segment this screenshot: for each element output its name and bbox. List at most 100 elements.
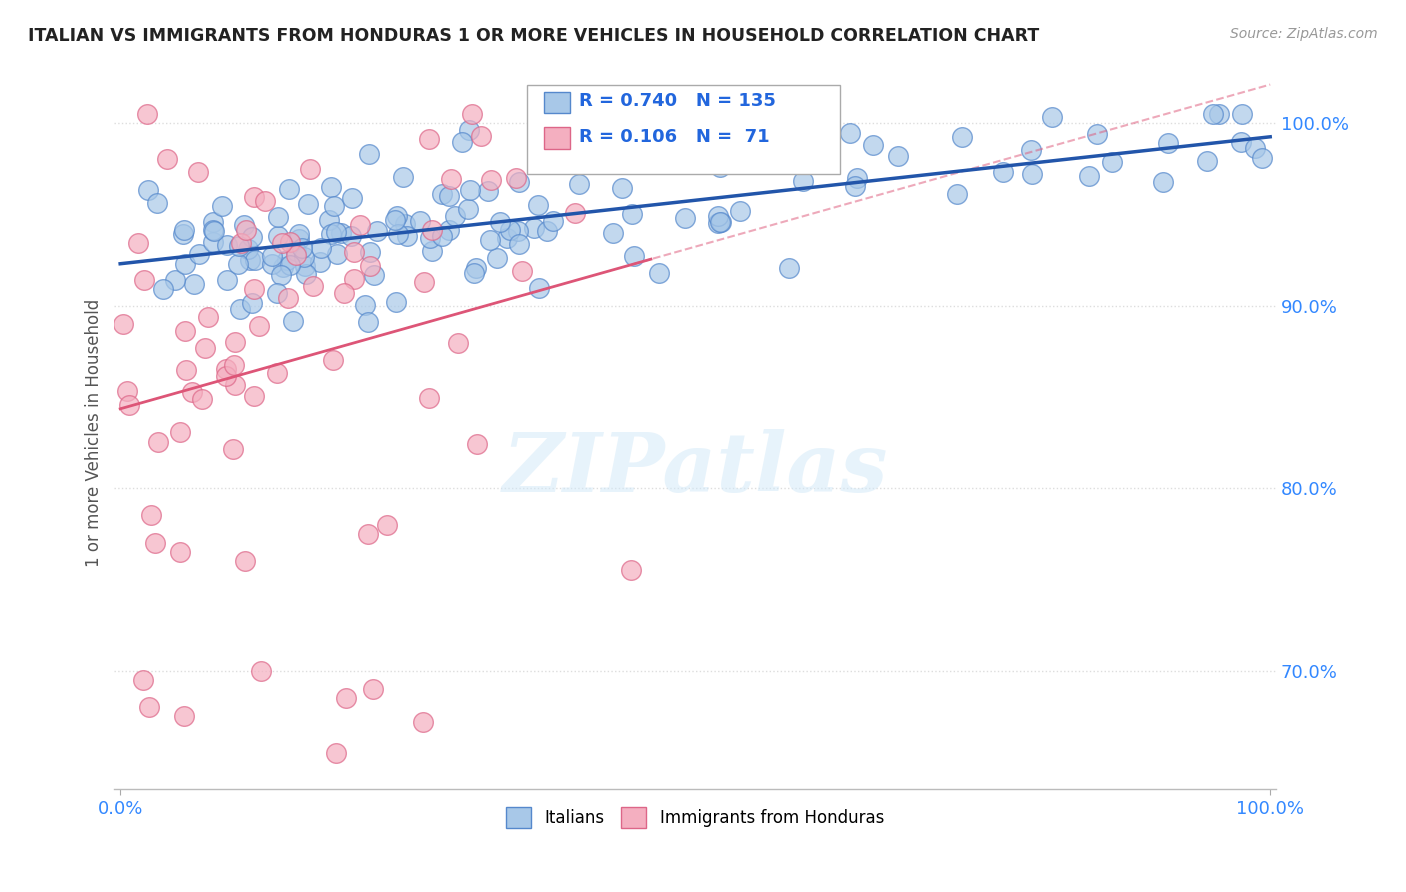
Point — [1077, 169, 1099, 183]
Point — [146, 195, 169, 210]
Point — [277, 291, 299, 305]
Point — [226, 257, 249, 271]
Point — [243, 389, 266, 403]
Point — [412, 714, 434, 729]
Point — [276, 252, 298, 267]
Point — [602, 226, 624, 240]
Point — [1197, 154, 1219, 169]
Point — [447, 335, 470, 350]
Point — [340, 191, 363, 205]
Point — [224, 358, 246, 372]
Point — [361, 681, 384, 696]
Point — [499, 223, 522, 237]
Point — [620, 563, 643, 577]
Point — [138, 700, 160, 714]
Point — [136, 107, 159, 121]
Point — [333, 286, 356, 301]
Point — [1019, 143, 1042, 157]
Point — [845, 171, 868, 186]
Point — [111, 318, 134, 332]
Point — [510, 263, 533, 277]
FancyBboxPatch shape — [544, 128, 569, 149]
Point — [458, 122, 481, 136]
Point — [1244, 141, 1267, 155]
Point — [384, 294, 406, 309]
Point — [325, 225, 347, 239]
Point — [571, 107, 593, 121]
Point — [357, 315, 380, 329]
Point — [298, 162, 321, 177]
Point — [309, 241, 332, 255]
Point — [420, 244, 443, 258]
Point — [152, 282, 174, 296]
Point — [395, 228, 418, 243]
Point — [229, 302, 252, 317]
Point — [430, 229, 453, 244]
Point — [440, 172, 463, 186]
Point — [465, 260, 488, 275]
Point — [673, 211, 696, 225]
Point — [862, 138, 884, 153]
Point — [707, 216, 730, 230]
Point — [384, 213, 406, 227]
Point — [183, 277, 205, 291]
Point — [887, 148, 910, 162]
Point — [172, 227, 194, 241]
Point — [319, 179, 342, 194]
Point — [295, 267, 318, 281]
Point — [479, 173, 502, 187]
Point — [163, 273, 186, 287]
Point — [260, 249, 283, 263]
Point — [707, 209, 730, 223]
Point — [477, 184, 499, 198]
Point — [486, 252, 509, 266]
Point — [394, 217, 416, 231]
Point — [710, 215, 733, 229]
Text: R = 0.740   N = 135: R = 0.740 N = 135 — [579, 92, 776, 110]
Point — [231, 236, 253, 251]
Point — [117, 398, 139, 412]
Point — [278, 235, 301, 249]
Point — [728, 203, 751, 218]
Point — [297, 197, 319, 211]
Point — [141, 508, 163, 523]
Point — [285, 244, 308, 258]
Point — [1085, 127, 1108, 141]
Point — [233, 218, 256, 232]
Point — [323, 198, 346, 212]
Point — [648, 266, 671, 280]
Point — [419, 231, 441, 245]
Point — [568, 177, 591, 191]
Point — [267, 228, 290, 243]
Point — [136, 183, 159, 197]
Point — [495, 230, 517, 244]
Point — [1157, 136, 1180, 150]
Point — [543, 213, 565, 227]
Point — [187, 165, 209, 179]
Point — [267, 211, 290, 225]
Text: ITALIAN VS IMMIGRANTS FROM HONDURAS 1 OR MORE VEHICLES IN HOUSEHOLD CORRELATION : ITALIAN VS IMMIGRANTS FROM HONDURAS 1 OR… — [28, 27, 1039, 45]
Point — [146, 434, 169, 449]
Point — [458, 183, 481, 197]
Point — [357, 147, 380, 161]
Point — [292, 251, 315, 265]
Point — [377, 517, 399, 532]
Point — [1101, 155, 1123, 169]
Point — [201, 215, 224, 229]
Point — [235, 223, 257, 237]
Point — [412, 275, 434, 289]
Point — [359, 259, 381, 273]
Point — [335, 690, 357, 705]
Point — [201, 235, 224, 249]
Point — [277, 182, 299, 196]
Point — [242, 296, 264, 310]
Point — [326, 247, 349, 261]
Point — [420, 223, 443, 237]
Point — [322, 353, 344, 368]
Point — [349, 218, 371, 232]
Point — [620, 206, 643, 220]
Point — [709, 160, 731, 174]
Point — [1230, 135, 1253, 149]
Point — [174, 363, 197, 377]
Point — [238, 242, 260, 256]
